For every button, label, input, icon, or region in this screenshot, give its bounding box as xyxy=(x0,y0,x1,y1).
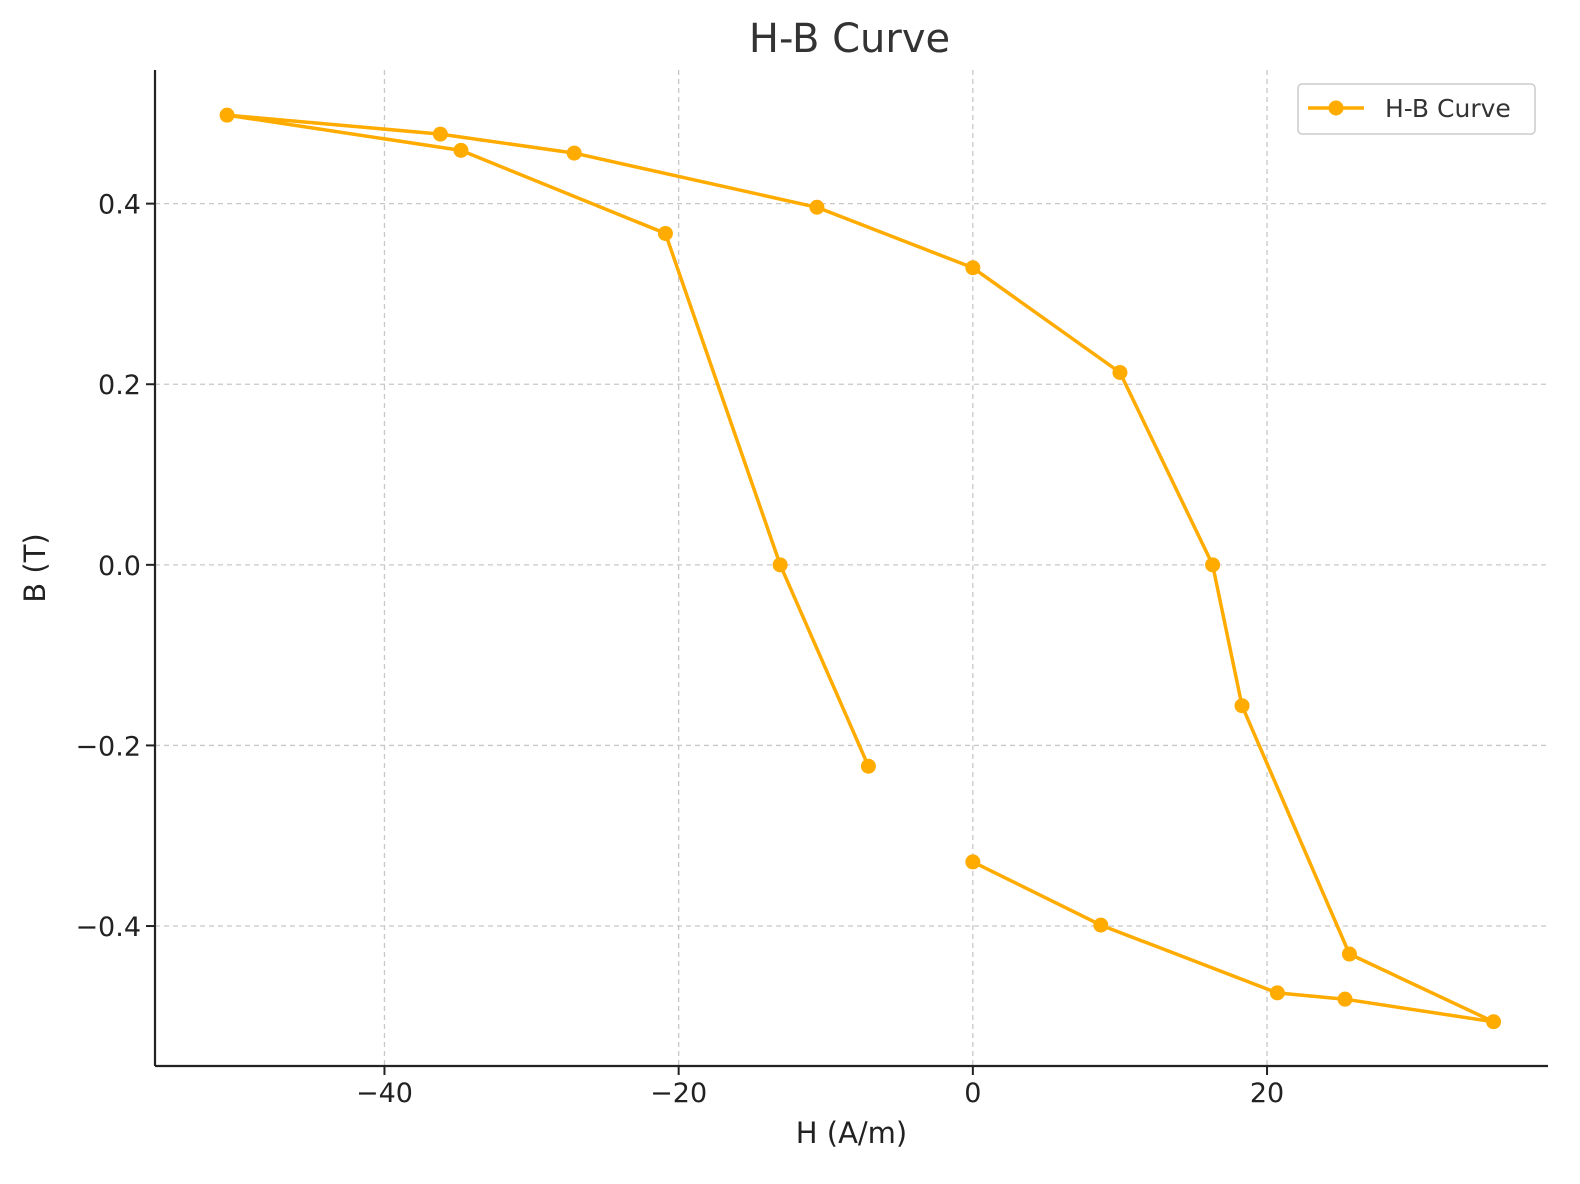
data-point xyxy=(1093,917,1109,933)
series xyxy=(219,107,1502,1030)
data-point xyxy=(1205,557,1221,573)
data-point xyxy=(965,260,981,276)
y-tick-label: 0.0 xyxy=(98,551,141,582)
y-tick-label: −0.4 xyxy=(75,912,141,943)
data-point xyxy=(1486,1014,1502,1030)
x-tick-label: 0 xyxy=(964,1078,981,1109)
grid xyxy=(155,70,1548,1066)
data-point xyxy=(219,107,235,123)
y-tick-label: 0.4 xyxy=(98,190,141,221)
data-point xyxy=(809,199,825,215)
legend: H-B Curve xyxy=(1297,83,1536,135)
data-point xyxy=(566,145,582,161)
x-tick-label: 20 xyxy=(1250,1078,1284,1109)
chart-title: H-B Curve xyxy=(749,16,950,62)
x-tick-label: −20 xyxy=(650,1078,707,1109)
data-point xyxy=(432,126,448,142)
ticks: −40 −20 0 20 −0.4 −0.2 0.0 0.2 0.4 xyxy=(75,190,1284,1109)
data-point xyxy=(772,557,788,573)
x-axis-label: H (A/m) xyxy=(796,1116,908,1150)
data-point xyxy=(860,758,876,774)
y-tick-label: −0.2 xyxy=(75,731,141,762)
legend-marker-swatch xyxy=(1328,100,1344,116)
data-point xyxy=(1269,985,1285,1001)
x-tick-label: −40 xyxy=(356,1078,413,1109)
y-axis-label: B (T) xyxy=(18,533,52,602)
data-point xyxy=(1341,946,1357,962)
legend-box xyxy=(1297,83,1536,135)
axes xyxy=(153,70,1548,1068)
data-point xyxy=(1112,365,1128,381)
legend-entry-label: H-B Curve xyxy=(1385,94,1511,123)
data-point xyxy=(657,225,673,241)
data-point xyxy=(965,854,981,870)
series-line xyxy=(225,113,1496,1024)
data-point xyxy=(1337,991,1353,1007)
data-point xyxy=(1234,698,1250,714)
data-point xyxy=(453,142,469,158)
y-tick-label: 0.2 xyxy=(98,370,141,401)
